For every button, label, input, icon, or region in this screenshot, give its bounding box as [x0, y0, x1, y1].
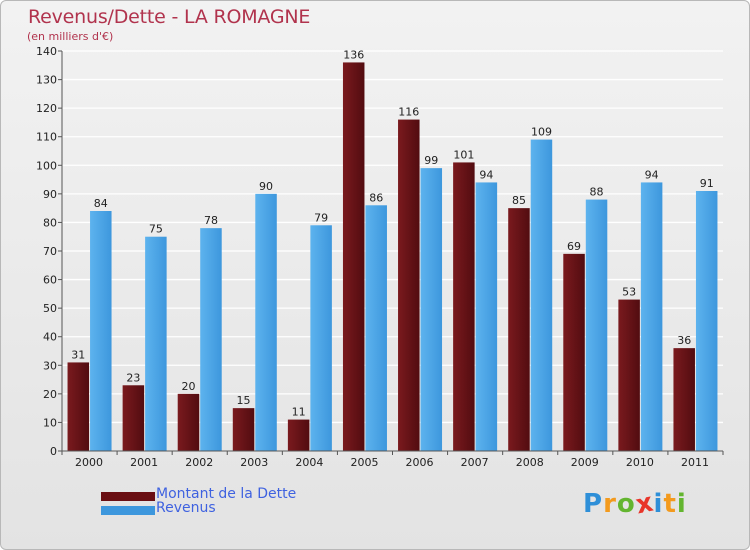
axes [58, 50, 724, 455]
logo-letter: i [676, 489, 687, 519]
bar-revenus [255, 193, 277, 451]
bar-dette [673, 348, 695, 451]
y-tick-label: 40 [43, 331, 57, 344]
data-label-dette: 31 [71, 348, 85, 361]
data-label-revenus: 94 [645, 168, 659, 181]
chart-subtitle: (en milliers d'€) [27, 30, 114, 43]
x-tick-label: 2010 [626, 456, 654, 469]
data-label-revenus: 99 [424, 154, 438, 167]
bar-dette [453, 162, 475, 451]
x-tick-label: 2006 [406, 456, 434, 469]
bar-dette [177, 393, 200, 451]
y-tick-label: 110 [36, 131, 57, 144]
y-tick-label: 80 [43, 216, 57, 229]
x-tick-label: 2008 [516, 456, 544, 469]
data-label-revenus: 90 [259, 180, 273, 193]
y-tick-label: 70 [43, 245, 57, 258]
x-tick-label: 2001 [130, 456, 158, 469]
data-label-dette: 15 [237, 394, 251, 407]
data-label-revenus: 78 [204, 214, 218, 227]
data-label-dette: 11 [292, 406, 306, 419]
y-tick-label: 20 [43, 388, 57, 401]
bar-dette [122, 385, 145, 451]
data-label-dette: 101 [453, 148, 474, 161]
logo-letter: i [653, 489, 664, 519]
y-tick-label: 90 [43, 188, 57, 201]
logo-letter: t [663, 489, 677, 519]
data-label-dette: 36 [677, 334, 691, 347]
bar-revenus [640, 182, 663, 451]
data-label-dette: 116 [398, 106, 419, 119]
legend-swatch-revenus [101, 506, 155, 515]
data-label-revenus: 94 [479, 168, 493, 181]
x-tick-label: 2002 [185, 456, 213, 469]
chart-title: Revenus/Dette - LA ROMAGNE [28, 6, 311, 28]
y-tick-label: 100 [36, 159, 57, 172]
logo-letter: o [616, 489, 636, 519]
y-tick-label: 130 [36, 74, 57, 87]
data-label-revenus: 86 [369, 191, 383, 204]
bar-revenus [475, 182, 498, 451]
data-label-dette: 69 [567, 240, 581, 253]
labels: 0 10 20 30 40 50 60 70 80 90 100 110 120 130 140 2000 31… [36, 45, 714, 469]
bar-dette [232, 408, 255, 451]
y-tick-label: 30 [43, 359, 57, 372]
bar-revenus [585, 199, 608, 451]
bar-dette [67, 362, 90, 451]
y-tick-label: 10 [43, 416, 57, 429]
bar-dette [398, 119, 420, 452]
bars [67, 62, 718, 452]
bar-revenus [310, 225, 332, 451]
bar-revenus [365, 205, 387, 451]
data-label-dette: 136 [343, 48, 364, 61]
x-tick-label: 2009 [571, 456, 599, 469]
bar-revenus [90, 211, 112, 451]
x-tick-label: 2003 [240, 456, 268, 469]
x-tick-label: 2004 [295, 456, 323, 469]
data-label-revenus: 75 [149, 223, 163, 236]
logo-letter: P [583, 489, 604, 519]
data-label-dette: 53 [622, 286, 636, 299]
data-label-revenus: 91 [700, 177, 714, 190]
y-tick-label: 60 [43, 274, 57, 287]
data-label-dette: 85 [512, 194, 526, 207]
data-label-revenus: 109 [531, 126, 552, 139]
x-tick-label: 2007 [461, 456, 489, 469]
data-label-dette: 20 [181, 380, 195, 393]
bar-dette [287, 419, 310, 451]
data-label-revenus: 84 [94, 197, 108, 210]
data-label-revenus: 79 [314, 211, 328, 224]
y-tick-label: 120 [36, 102, 57, 115]
x-tick-label: 2000 [75, 456, 103, 469]
y-tick-label: 0 [50, 445, 57, 458]
bar-dette [563, 253, 585, 451]
bar-revenus [200, 228, 222, 451]
x-tick-label: 2005 [350, 456, 378, 469]
proxiti-logo: Proxiti [583, 487, 687, 520]
legend-label-revenus: Revenus [156, 500, 216, 516]
logo-letter: r [603, 489, 617, 519]
legend-label-dette: Montant de la Dette [156, 486, 297, 502]
bar-revenus [530, 139, 553, 452]
grid-lines [62, 50, 723, 452]
bar-dette [508, 208, 530, 451]
data-label-revenus: 88 [590, 186, 604, 199]
bar-revenus [695, 191, 718, 451]
bar-revenus [420, 168, 443, 451]
bar-dette [618, 299, 640, 451]
y-tick-label: 50 [43, 302, 57, 315]
x-tick-label: 2011 [681, 456, 709, 469]
legend-swatch-dette [101, 492, 155, 501]
data-label-dette: 23 [126, 371, 140, 384]
bar-revenus [145, 236, 167, 451]
bar-dette [342, 62, 365, 452]
y-tick-label: 140 [36, 45, 57, 58]
